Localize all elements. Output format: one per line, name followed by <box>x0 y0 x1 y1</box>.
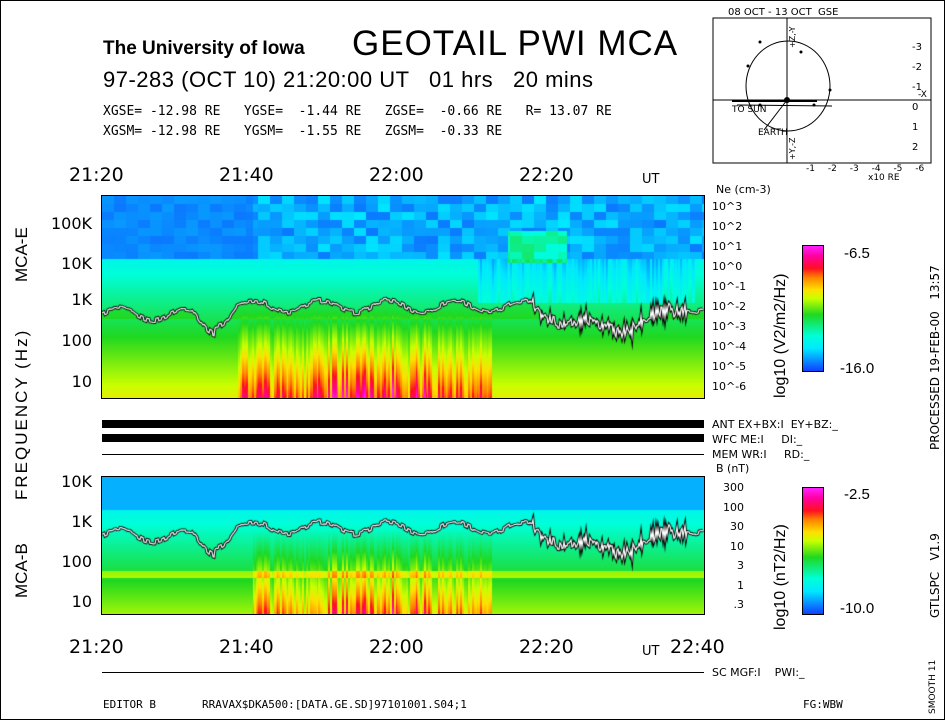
mem-status-bar <box>102 454 704 455</box>
y-tick-1k: 1K <box>71 290 92 309</box>
b-axis-label: B (nT) <box>716 462 750 475</box>
gsm-coords: XGSM= -12.98 RE YGSM= -1.55 RE ZGSM= -0.… <box>103 124 502 139</box>
data-file: RRAVAX$DKA500:[DATA.GE.SD]97101001.S04;1 <box>202 698 467 711</box>
x-tick-2200: 22:00 <box>369 636 424 658</box>
y-tick-b-1k: 1K <box>71 512 92 531</box>
colorbar-b-label: log10 (nT2/Hz) <box>772 524 789 630</box>
b-axis-ticks: 300 100 30 10 3 1.3 <box>723 481 744 611</box>
sc-status: SC MGF:I PWI:_ <box>712 666 805 679</box>
ut-label-bottom: UT <box>642 644 660 659</box>
smooth-stamp: SMOOTH 11 <box>928 659 938 714</box>
fg-label: FG:WBW <box>803 698 843 711</box>
processed-stamp: PROCESSED 19-FEB-00 13:57 <box>928 265 942 450</box>
colorbar-e <box>802 245 824 372</box>
y-tick-100k: 100K <box>50 214 92 233</box>
mem-status: MEM WR:I RD:_ <box>712 448 810 461</box>
orbit-bottom-label: +Y,-Z <box>788 137 797 161</box>
mca-b-spectrogram <box>101 476 705 615</box>
earth-pointer <box>763 99 788 131</box>
colorbar-e-min: -16.0 <box>840 360 875 377</box>
to-sun-label: TO SUN <box>732 105 767 115</box>
version-stamp: GTLSPC V1.9 <box>928 533 942 618</box>
colorbar-e-max: -6.5 <box>844 245 870 262</box>
x-tick-2120-top: 21:20 <box>69 164 124 186</box>
orbit-path <box>745 40 831 132</box>
mca-e-spectrogram <box>101 195 705 399</box>
r-distance: R= 13.07 RE <box>525 104 612 119</box>
y-tick-b-100: 100 <box>61 552 92 571</box>
ne-axis-ticks: 10^3 10^2 10^1 10^0 10^-1 10^-2 10^-3 10^-4 10^-… <box>712 200 747 393</box>
x-gse: XGSE= -12.98 RE <box>103 104 221 119</box>
orbit-x-label: x10 RE <box>868 173 900 183</box>
ant-status-bar <box>102 420 704 428</box>
ne-axis-label: Ne (cm-3) <box>716 183 771 196</box>
orbit-segment-2 <box>736 104 833 107</box>
x-tick-2220: 22:20 <box>519 636 574 658</box>
colorbar-b-max: -2.5 <box>844 486 870 503</box>
orbit-x-ticks: -1 -2 -3 -4 -5 -6 <box>806 164 925 174</box>
orbit-plot <box>712 17 932 164</box>
minus-x-label: -X <box>918 90 927 100</box>
page-title: GEOTAIL PWI MCA <box>352 24 679 63</box>
mca-e-label: MCA-E <box>12 227 31 282</box>
orbit-y-ticks: -3 -2 -1 0 1 2 <box>912 42 922 153</box>
wfc-status-bar <box>102 434 704 442</box>
frequency-axis-label: FREQUENCY (Hz) <box>12 328 31 500</box>
colorbar-b-min: -10.0 <box>840 600 875 617</box>
orbit-top-label: +Z,-Y <box>788 26 797 48</box>
y-tick-b-10: 10 <box>71 592 92 611</box>
ant-status: ANT EX+BX:I EY+BZ:_ <box>712 418 838 431</box>
y-tick-b-10k: 10K <box>61 472 92 491</box>
editor-label: EDITOR B <box>103 698 156 711</box>
x-tick-2220-top: 22:20 <box>519 164 574 186</box>
wfc-status: WFC ME:I DI:_ <box>712 433 803 446</box>
gse-coords: XGSE= -12.98 RE YGSE= -1.44 RE ZGSE= -0.… <box>103 104 612 119</box>
y-gse: YGSE= -1.44 RE <box>243 104 362 119</box>
y-tick-10k: 10K <box>61 254 92 273</box>
y-tick-100: 100 <box>61 331 92 350</box>
orbit-points <box>746 40 832 107</box>
orbit-title: 08 OCT - 13 OCT GSE <box>728 7 839 18</box>
y-tick-10: 10 <box>71 372 92 391</box>
x-tick-2140-top: 21:40 <box>219 164 274 186</box>
x-tick-2240: 22:40 <box>670 636 725 658</box>
x-tick-2140: 21:40 <box>219 636 274 658</box>
z-gsm: ZGSM= -0.33 RE <box>384 124 503 139</box>
time-subtitle: 97-283 (OCT 10) 21:20:00 UT 01 hrs 20 mi… <box>103 67 594 92</box>
y-gsm: YGSM= -1.55 RE <box>243 124 362 139</box>
x-tick-2200-top: 22:00 <box>369 164 424 186</box>
x-tick-2120: 21:20 <box>69 636 124 658</box>
institution: The University of Iowa <box>103 38 305 59</box>
colorbar-e-label: log10 (V2/m2/Hz) <box>772 273 789 399</box>
colorbar-b <box>802 487 824 615</box>
sc-status-line <box>102 672 704 673</box>
z-gse: ZGSE= -0.66 RE <box>384 104 503 119</box>
x-gsm: XGSM= -12.98 RE <box>103 124 221 139</box>
orbit-frame <box>712 17 932 164</box>
mca-b-label: MCA-B <box>12 543 31 598</box>
ut-label-top: UT <box>642 172 660 187</box>
earth-label: EARTH <box>758 128 788 138</box>
